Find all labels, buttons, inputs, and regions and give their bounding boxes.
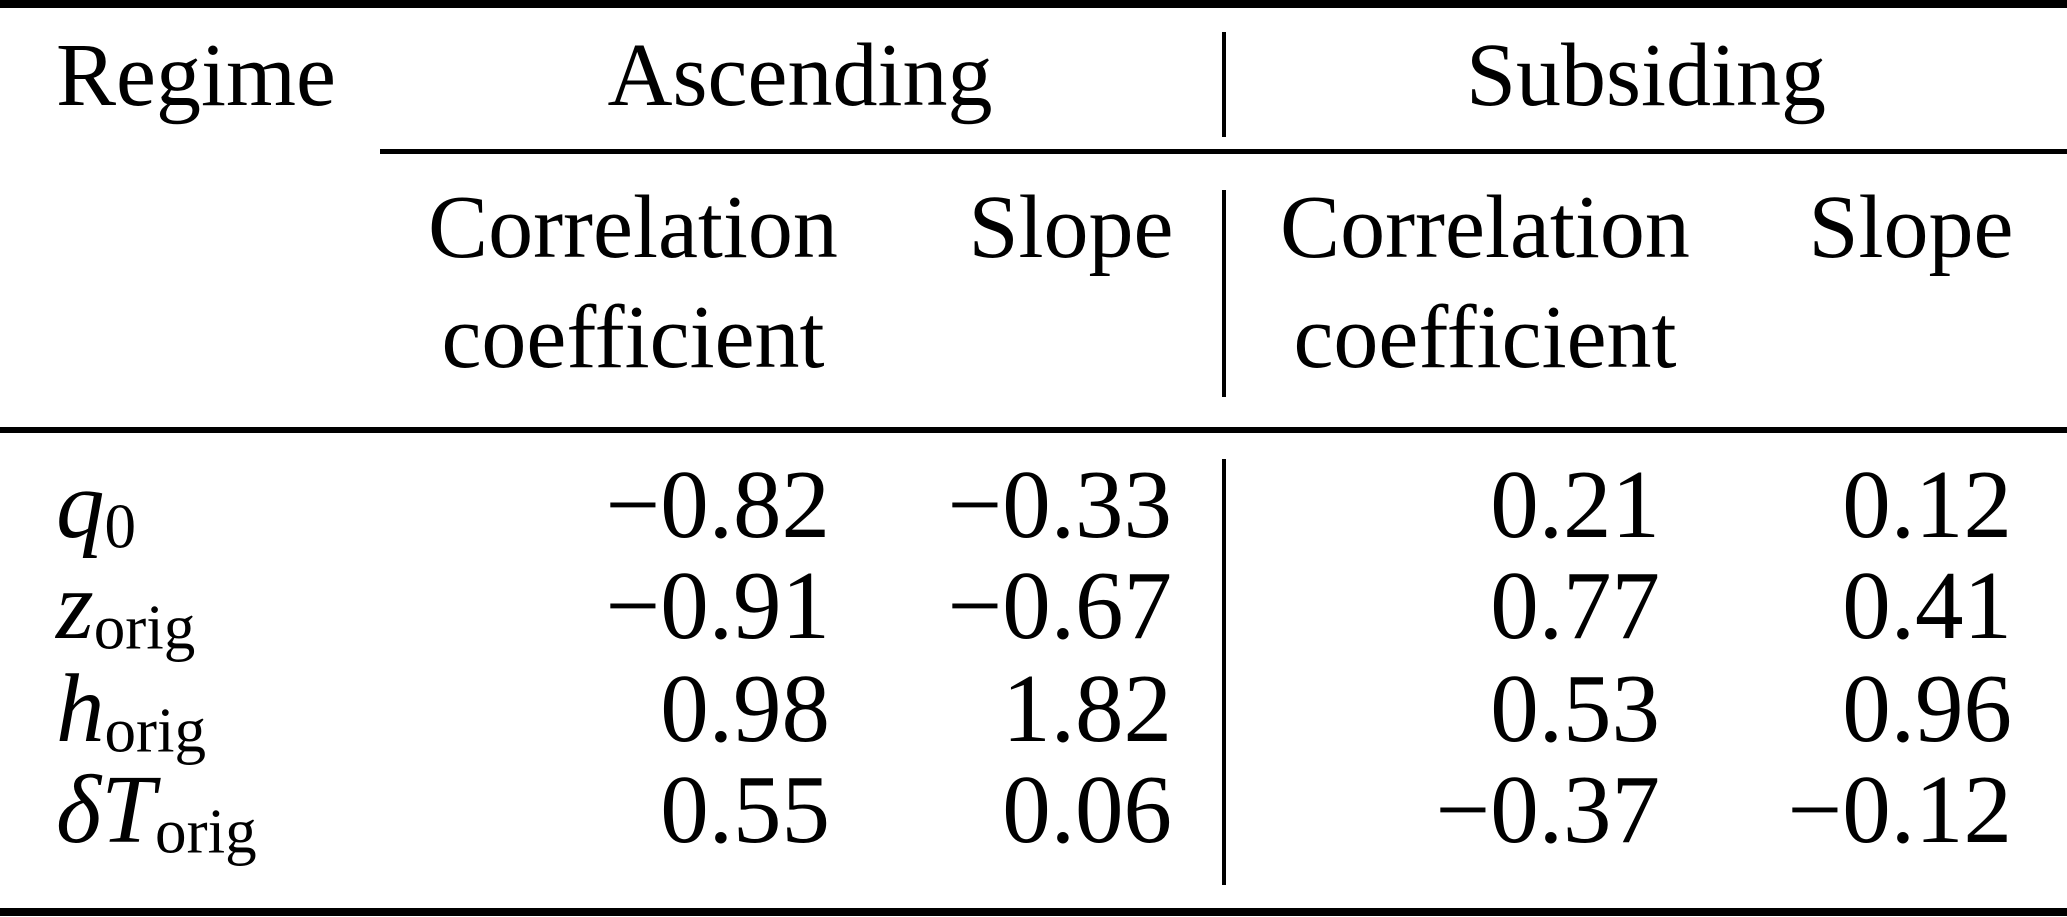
bottom-rule: [0, 908, 2067, 916]
row-label-deltaTorig-subscript: orig: [155, 796, 257, 867]
row-label-zorig: zorig: [56, 557, 195, 659]
row-label-q0-subscript: 0: [104, 491, 137, 562]
row-label-horig-subscript: orig: [104, 695, 207, 766]
header-midrule: [0, 427, 2067, 433]
header-subsiding: Subsiding: [1465, 26, 1827, 125]
row-label-deltaTorig-symbol: δT: [56, 756, 156, 863]
column-divider-header: [1222, 190, 1226, 397]
cell-deltaTorig-ascending-correlation: 0.55: [660, 756, 830, 863]
column-divider-top: [1222, 32, 1226, 137]
header-ascending: Ascending: [607, 26, 993, 125]
header-subsiding-correlation-line2: coefficient: [1293, 288, 1677, 387]
row-label-horig-symbol: h: [56, 655, 105, 762]
cell-zorig-ascending-slope: −0.67: [947, 552, 1172, 659]
header-regime: Regime: [56, 26, 336, 125]
row-label-q0-symbol: q: [56, 451, 105, 558]
header-ascending-correlation-line1: Correlation: [428, 178, 838, 277]
cell-q0-ascending-correlation: −0.82: [605, 451, 830, 558]
column-divider-body: [1222, 459, 1226, 885]
header-cmidrule: [380, 149, 2067, 154]
row-label-zorig-symbol: z: [56, 552, 94, 659]
row-label-q0: q0: [56, 456, 136, 558]
header-ascending-slope: Slope: [968, 178, 1174, 277]
cell-horig-ascending-slope: 1.82: [1002, 655, 1172, 762]
cell-zorig-subsiding-correlation: 0.77: [1490, 552, 1660, 659]
cell-zorig-ascending-correlation: −0.91: [605, 552, 830, 659]
header-subsiding-correlation-line1: Correlation: [1280, 178, 1690, 277]
top-rule: [0, 0, 2067, 8]
row-label-horig: horig: [56, 660, 206, 762]
cell-horig-ascending-correlation: 0.98: [660, 655, 830, 762]
cell-horig-subsiding-correlation: 0.53: [1490, 655, 1660, 762]
cell-deltaTorig-subsiding-correlation: −0.37: [1435, 756, 1660, 863]
cell-horig-subsiding-slope: 0.96: [1842, 655, 2012, 762]
row-label-zorig-subscript: orig: [93, 592, 196, 663]
cell-deltaTorig-subsiding-slope: −0.12: [1787, 756, 2012, 863]
cell-q0-subsiding-correlation: 0.21: [1490, 451, 1660, 558]
header-subsiding-slope: Slope: [1808, 178, 2014, 277]
cell-zorig-subsiding-slope: 0.41: [1842, 552, 2012, 659]
cell-deltaTorig-ascending-slope: 0.06: [1002, 756, 1172, 863]
header-ascending-correlation-line2: coefficient: [441, 288, 825, 387]
cell-q0-subsiding-slope: 0.12: [1842, 451, 2012, 558]
cell-q0-ascending-slope: −0.33: [947, 451, 1172, 558]
row-label-deltaTorig: δTorig: [56, 761, 257, 863]
